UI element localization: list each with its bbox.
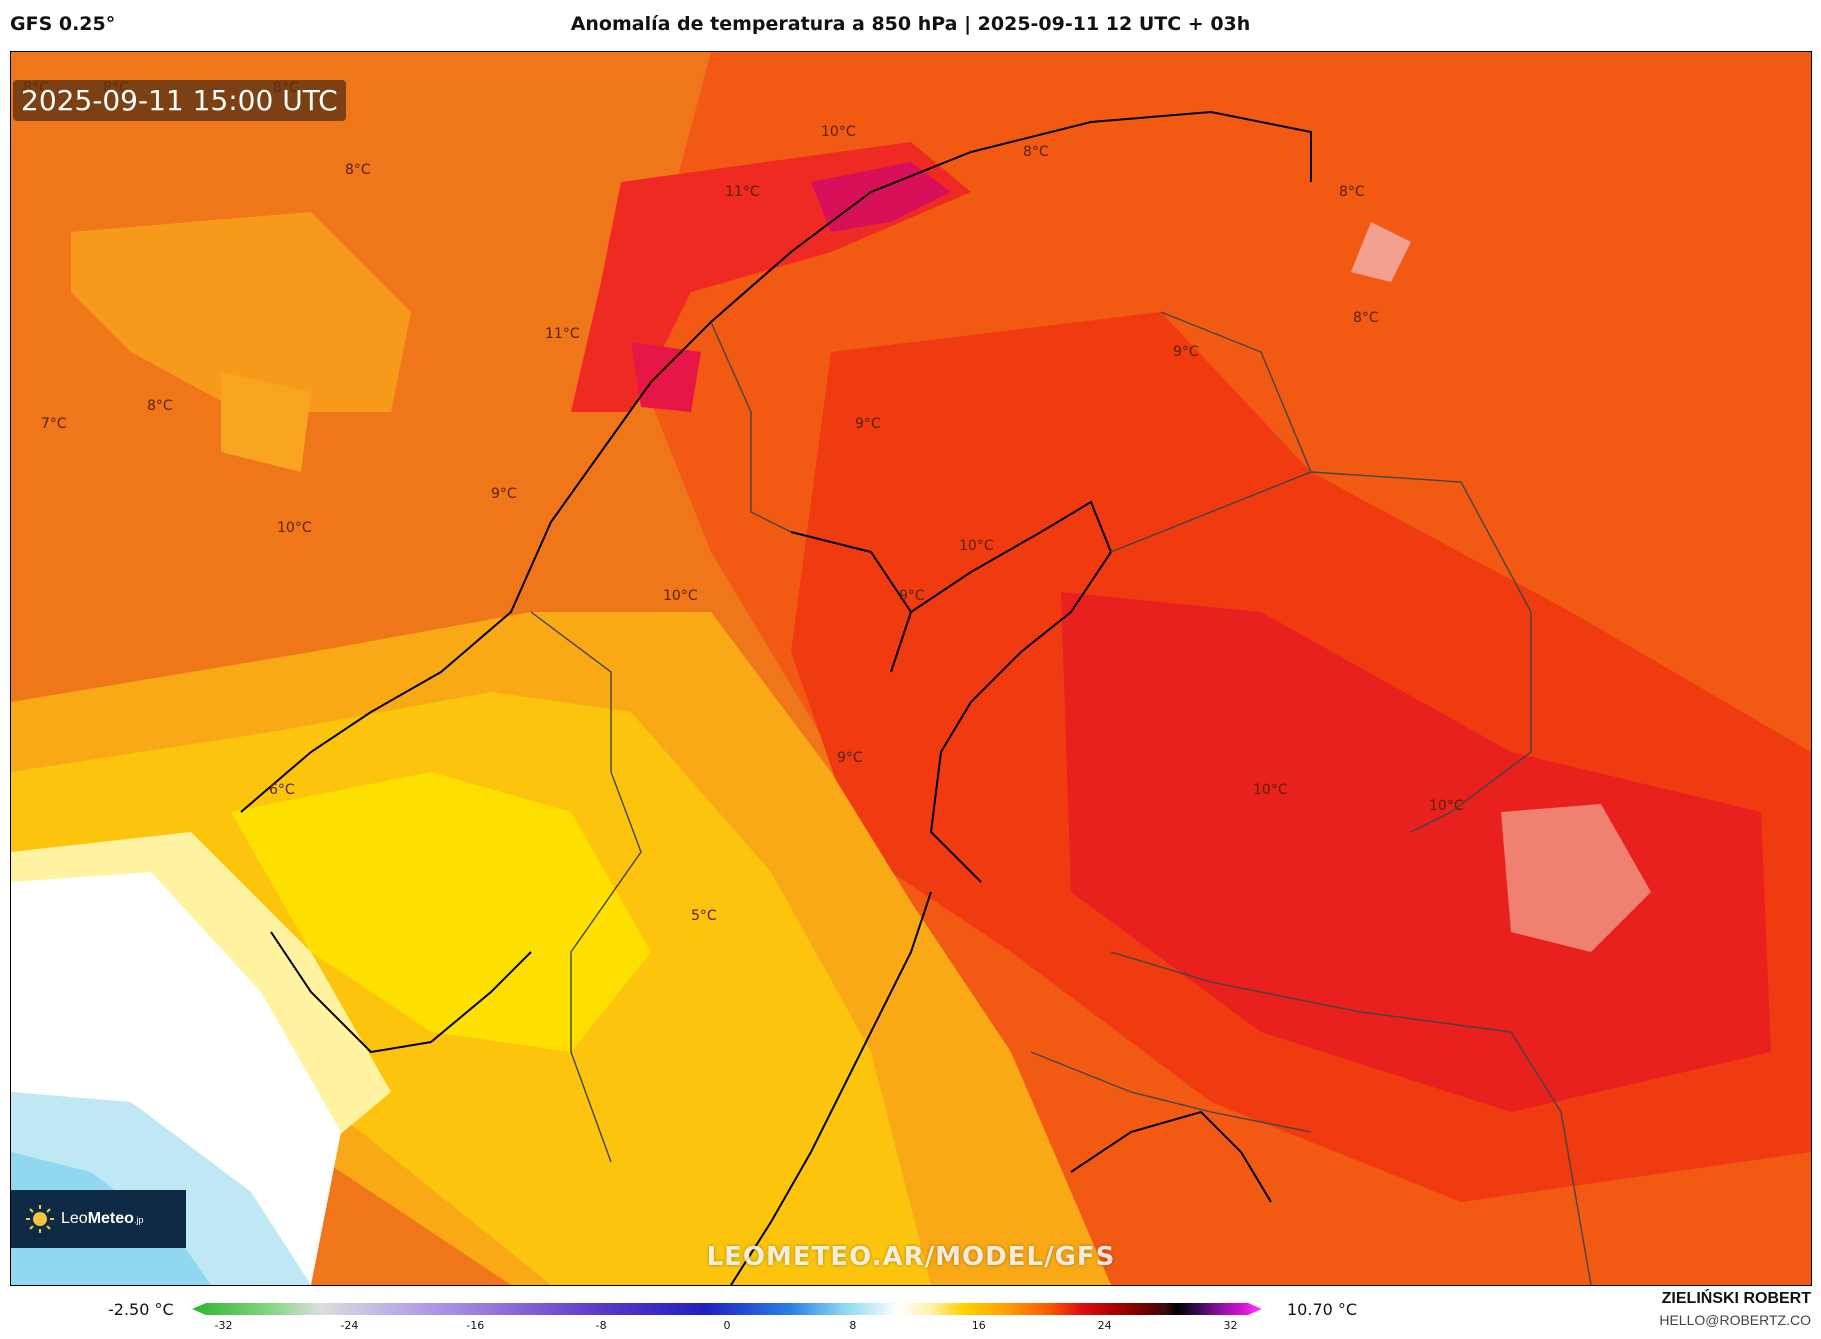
- author-credit: ZIELIŃSKI ROBERT HELLO@ROBERTZ.CO: [1659, 1290, 1811, 1328]
- contour-label: 10°C: [959, 538, 994, 554]
- contour-label: 11°C: [725, 184, 760, 200]
- contour-label: 10°C: [277, 520, 312, 536]
- legend-max-label: 10.70 °C: [1287, 1300, 1358, 1319]
- logo-text: LeoMeteo.jp: [61, 1210, 143, 1228]
- sun-icon: [26, 1205, 54, 1233]
- contour-label: 8°C: [1023, 144, 1049, 160]
- header: GFS 0.25° Anomalía de temperatura a 850 …: [0, 0, 1821, 50]
- valid-time-badge: 2025-09-11 15:00 UTC: [13, 80, 346, 121]
- legend-tick: 16: [971, 1319, 986, 1332]
- contour-label: 11°C: [545, 326, 580, 342]
- legend-tick: -8: [595, 1319, 607, 1332]
- color-legend: -2.50 °C -32 -24 -16 -8 0 8 16 24 32 10.70 °C ZI…: [0, 1286, 1821, 1339]
- contour-label: 10°C: [821, 124, 856, 140]
- legend-tick: -32: [214, 1319, 233, 1332]
- map-title: Anomalía de temperatura a 850 hPa | 2025…: [570, 13, 1251, 35]
- legend-tick: 8: [849, 1319, 857, 1332]
- contour-label: 7°C: [41, 416, 67, 432]
- map-canvas[interactable]: 8°C8°C8°C8°C10°C11°C8°C8°C11°C8°C9°C7°C8…: [11, 52, 1811, 1285]
- model-label: GFS 0.25°: [10, 13, 116, 35]
- leometeo-logo[interactable]: LeoMeteo.jp: [11, 1190, 186, 1248]
- legend-tick: -16: [466, 1319, 485, 1332]
- legend-tick: 24: [1097, 1319, 1112, 1332]
- logo-suffix: .jp: [133, 1215, 144, 1225]
- legend-color-bar: [192, 1303, 1262, 1315]
- contour-label: 8°C: [345, 162, 371, 178]
- logo-prefix: Leo: [61, 1210, 88, 1227]
- contour-label: 8°C: [1339, 184, 1365, 200]
- contour-label: 8°C: [147, 398, 173, 414]
- logo-name: Meteo: [87, 1210, 134, 1227]
- contour-label: 9°C: [1173, 344, 1199, 360]
- legend-tick: 0: [723, 1319, 731, 1332]
- contour-label: 8°C: [1353, 310, 1379, 326]
- legend-tick: -24: [340, 1319, 359, 1332]
- contour-label: 5°C: [691, 908, 717, 924]
- author-name: ZIELIŃSKI ROBERT: [1661, 1290, 1811, 1307]
- contour-label: 10°C: [1253, 782, 1288, 798]
- watermark: LEOMETEO.AR/MODEL/GFS: [706, 1242, 1116, 1272]
- legend-min-label: -2.50 °C: [108, 1300, 174, 1319]
- contour-label: 9°C: [855, 416, 881, 432]
- contour-label: 9°C: [899, 588, 925, 604]
- contour-label: 6°C: [269, 782, 295, 798]
- legend-tick: 32: [1223, 1319, 1238, 1332]
- author-email: HELLO@ROBERTZ.CO: [1659, 1312, 1811, 1328]
- contour-label: 9°C: [837, 750, 863, 766]
- contour-label: 10°C: [663, 588, 698, 604]
- map-frame[interactable]: 8°C8°C8°C8°C10°C11°C8°C8°C11°C8°C9°C7°C8…: [10, 51, 1812, 1286]
- contour-label: 9°C: [491, 486, 517, 502]
- contour-label: 10°C: [1429, 798, 1464, 814]
